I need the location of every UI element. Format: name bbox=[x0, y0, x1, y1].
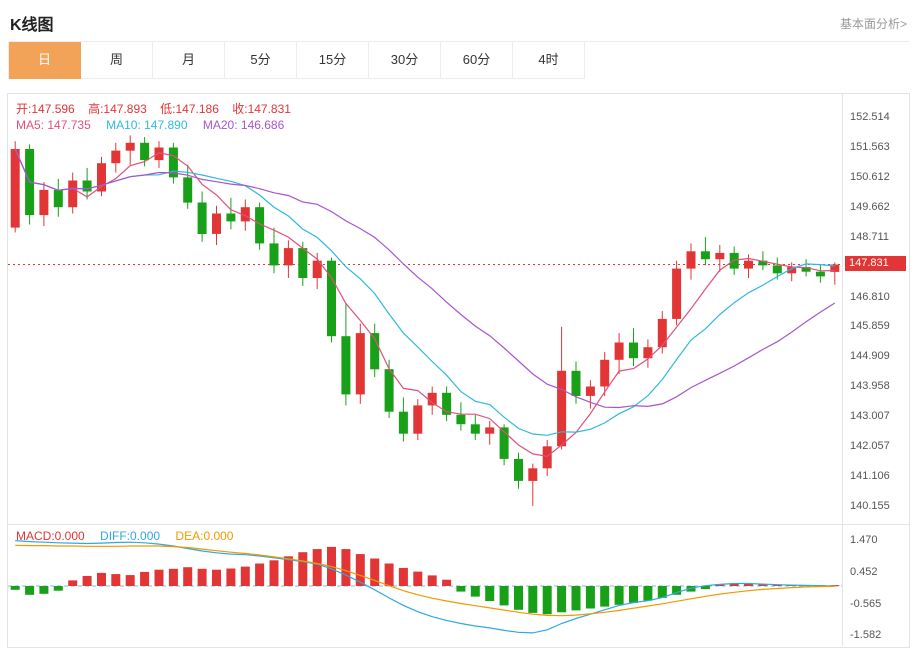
tab-15min[interactable]: 15分 bbox=[297, 42, 369, 79]
main-chart-row: 开:147.596 高:147.893 低:147.186 收:147.831 … bbox=[8, 94, 909, 524]
tab-4hour[interactable]: 4时 bbox=[513, 42, 585, 79]
macd-axis-label: -1.582 bbox=[850, 629, 882, 642]
ohlc-readout: 开:147.596 高:147.893 低:147.186 收:147.831 bbox=[16, 100, 301, 117]
y-axis-label: 143.007 bbox=[850, 410, 890, 423]
y-axis-label: 149.662 bbox=[850, 200, 890, 213]
y-axis-label: 150.612 bbox=[850, 170, 890, 183]
diff-value: DIFF:0.000 bbox=[100, 529, 161, 543]
macd-row: MACD:0.000 DIFF:0.000 DEA:0.000 1.470 0.4… bbox=[8, 524, 909, 646]
ohlc-high: 高:147.893 bbox=[88, 102, 147, 116]
y-axis-label: 141.106 bbox=[850, 469, 890, 482]
price-y-axis: 147.831 152.514 151.563 150.612 149.662 148.… bbox=[842, 94, 909, 524]
ohlc-low: 低:147.186 bbox=[160, 102, 219, 116]
tab-60min[interactable]: 60分 bbox=[441, 42, 513, 79]
tab-30min[interactable]: 30分 bbox=[369, 42, 441, 79]
ohlc-close: 收:147.831 bbox=[232, 102, 291, 116]
kline-chart: 开:147.596 高:147.893 低:147.186 收:147.831 … bbox=[7, 93, 910, 648]
current-price-badge: 147.831 bbox=[845, 256, 906, 272]
macd-axis-label: 1.470 bbox=[850, 534, 878, 546]
macd-axis-label: -0.565 bbox=[850, 597, 882, 610]
fundamental-analysis-link[interactable]: 基本面分析> bbox=[839, 16, 907, 31]
macd-axis-label: 0.452 bbox=[850, 565, 878, 578]
ohlc-open: 开:147.596 bbox=[16, 102, 75, 116]
header: K线图 基本面分析> bbox=[0, 0, 917, 41]
y-axis-label: 152.514 bbox=[850, 111, 890, 124]
macd-canvas[interactable] bbox=[8, 525, 842, 646]
y-axis-label: 146.810 bbox=[850, 290, 890, 303]
y-axis-label: 145.859 bbox=[850, 320, 890, 333]
ma5-legend: MA5: 147.735 bbox=[16, 118, 91, 132]
candlestick-plot[interactable]: 开:147.596 高:147.893 低:147.186 收:147.831 … bbox=[8, 94, 842, 524]
y-axis-label: 142.057 bbox=[850, 440, 890, 453]
y-axis-label: 148.711 bbox=[850, 230, 889, 243]
tab-month[interactable]: 月 bbox=[153, 42, 225, 79]
y-axis-label: 151.563 bbox=[850, 141, 890, 154]
y-axis-label: 143.958 bbox=[850, 380, 890, 393]
page-title: K线图 bbox=[10, 17, 54, 34]
macd-y-axis: 1.470 0.452 -0.565 -1.582 bbox=[842, 525, 909, 646]
macd-plot[interactable]: MACD:0.000 DIFF:0.000 DEA:0.000 bbox=[8, 525, 842, 646]
ma10-legend: MA10: 147.890 bbox=[106, 118, 188, 132]
y-axis-label: 140.155 bbox=[850, 499, 890, 512]
dea-value: DEA:0.000 bbox=[175, 529, 234, 543]
tab-5min[interactable]: 5分 bbox=[225, 42, 297, 79]
ma20-legend: MA20: 146.686 bbox=[202, 118, 285, 132]
timeframe-tabs: 日 周 月 5分 15分 30分 60分 4时 bbox=[8, 41, 909, 79]
macd-value: MACD:0.000 bbox=[16, 529, 85, 543]
candlestick-canvas[interactable] bbox=[8, 94, 842, 524]
macd-legend: MACD:0.000 DIFF:0.000 DEA:0.000 bbox=[16, 529, 245, 543]
y-axis-label: 144.909 bbox=[850, 350, 890, 363]
ma-legend: MA5: 147.735 MA10: 147.890 MA20: 146.686 bbox=[16, 118, 296, 132]
tab-week[interactable]: 周 bbox=[81, 42, 153, 79]
tab-day[interactable]: 日 bbox=[9, 42, 81, 79]
